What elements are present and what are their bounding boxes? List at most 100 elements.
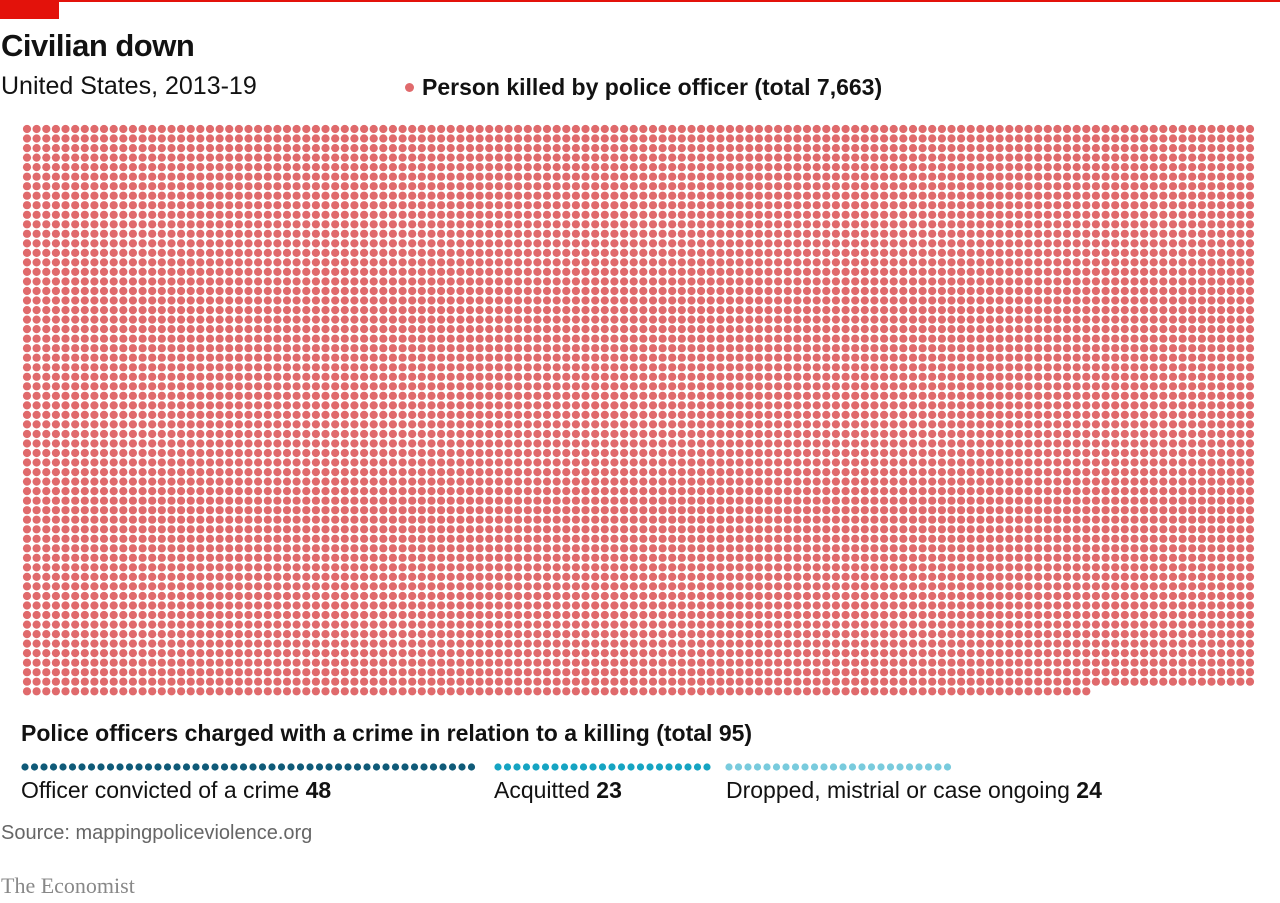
killed-dot: [1226, 134, 1235, 143]
killed-dot: [71, 487, 80, 496]
killed-dot: [552, 334, 561, 343]
killed-dot: [774, 429, 783, 439]
killed-dot: [1159, 458, 1168, 467]
killed-dot: [292, 229, 301, 238]
killed-dot: [321, 210, 330, 219]
killed-dot: [388, 401, 397, 410]
killed-dot: [1091, 477, 1100, 486]
killed-dot: [957, 401, 966, 410]
killed-dot: [408, 258, 417, 267]
killed-dot: [552, 258, 561, 267]
killed-dot: [1053, 325, 1062, 334]
killed-dot: [109, 296, 118, 305]
killed-dot: [985, 382, 995, 391]
killed-dot: [360, 210, 369, 219]
killed-dot: [148, 163, 157, 172]
killed-dot: [870, 144, 879, 153]
killed-dot: [1207, 277, 1216, 286]
killed-dot: [254, 363, 263, 372]
killed-dot: [254, 182, 263, 191]
killed-dot: [793, 353, 802, 362]
killed-dot: [321, 163, 330, 172]
killed-dot: [398, 448, 407, 458]
killed-dot: [475, 134, 484, 143]
killed-dot: [292, 172, 301, 181]
killed-dot: [340, 363, 349, 372]
killed-dot: [22, 458, 32, 467]
killed-dot: [1014, 325, 1024, 334]
killed-dot: [254, 477, 263, 486]
killed-dot: [311, 353, 320, 362]
killed-dot: [350, 363, 359, 372]
killed-dot: [350, 420, 359, 429]
killed-dot: [687, 315, 696, 324]
killed-dot: [42, 372, 51, 381]
killed-dot: [186, 401, 195, 410]
killed-dot: [774, 277, 783, 286]
killed-dot: [446, 315, 455, 324]
killed-dot: [1091, 363, 1100, 372]
killed-dot: [860, 239, 869, 248]
killed-dot: [119, 172, 128, 181]
killed-dot: [899, 334, 908, 343]
killed-dot: [302, 153, 311, 162]
killed-dot: [764, 134, 773, 143]
killed-dot: [706, 229, 715, 238]
killed-dot: [1072, 439, 1081, 448]
killed-dot: [822, 258, 831, 267]
killed-dot: [552, 315, 561, 324]
killed-dot: [32, 410, 41, 419]
killed-dot: [851, 487, 860, 496]
killed-dot: [388, 296, 397, 305]
killed-dot: [851, 334, 860, 343]
killed-dot: [562, 248, 571, 257]
killed-dot: [1014, 487, 1024, 496]
killed-dot: [571, 277, 581, 286]
killed-dot: [774, 344, 783, 353]
killed-dot: [475, 468, 484, 477]
killed-dot: [1207, 296, 1216, 305]
killed-dot: [99, 372, 109, 381]
killed-dot: [735, 124, 744, 134]
killed-dot: [61, 286, 70, 296]
killed-dot: [677, 306, 686, 315]
killed-dot: [918, 163, 927, 172]
killed-dot: [716, 391, 725, 400]
killed-dot: [22, 315, 32, 324]
killed-dot: [976, 487, 985, 496]
killed-dot: [90, 286, 99, 296]
killed-dot: [1120, 239, 1129, 248]
killed-dot: [1226, 277, 1235, 286]
killed-dot: [379, 477, 388, 486]
killed-dot: [793, 277, 802, 286]
killed-dot: [90, 201, 99, 210]
killed-dot: [908, 239, 918, 248]
killed-dot: [71, 258, 80, 267]
killed-dot: [793, 296, 802, 305]
killed-dot: [908, 296, 918, 305]
killed-dot: [119, 248, 128, 257]
killed-dot: [1005, 267, 1014, 276]
killed-dot: [1217, 258, 1226, 267]
killed-dot: [880, 248, 889, 257]
killed-dot: [311, 210, 320, 219]
killed-dot: [446, 401, 455, 410]
killed-dot: [1043, 220, 1052, 229]
killed-dot: [802, 420, 812, 429]
killed-dot: [196, 163, 205, 172]
killed-dot: [754, 229, 764, 238]
killed-dot: [908, 267, 918, 276]
killed-dot: [196, 191, 205, 200]
killed-dot: [263, 153, 272, 162]
killed-dot: [1245, 325, 1255, 334]
killed-dot: [1159, 144, 1168, 153]
killed-dot: [899, 448, 908, 458]
killed-dot: [725, 182, 735, 191]
killed-dot: [591, 201, 600, 210]
killed-dot: [812, 477, 821, 486]
killed-dot: [273, 182, 282, 191]
killed-dot: [157, 163, 166, 172]
killed-dot: [1072, 172, 1081, 181]
killed-dot: [244, 144, 253, 153]
killed-dot: [321, 382, 330, 391]
